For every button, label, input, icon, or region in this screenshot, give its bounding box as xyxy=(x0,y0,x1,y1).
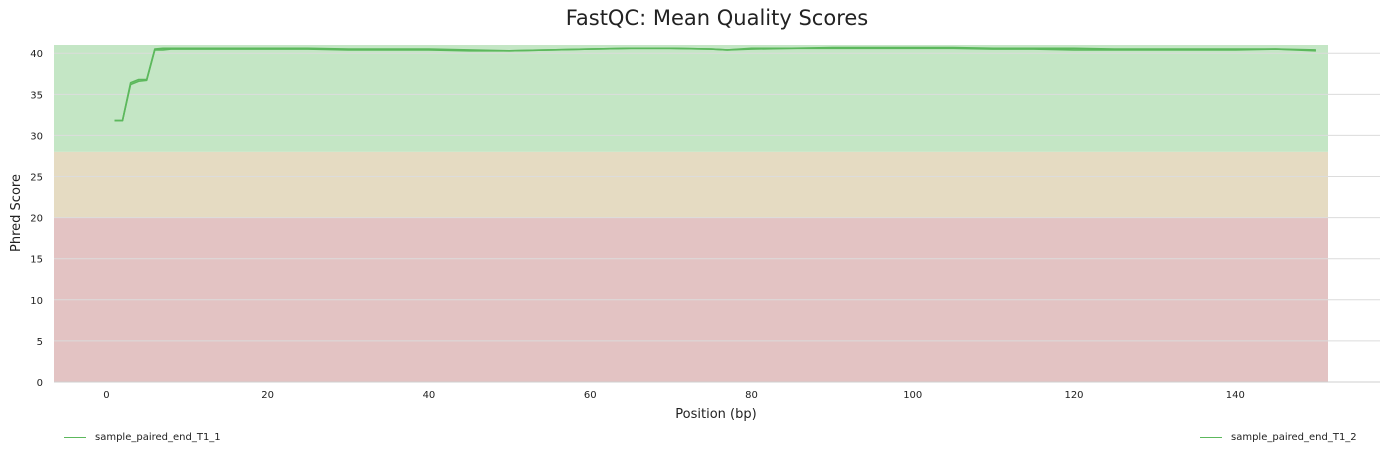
y-tick-label: 10 xyxy=(30,296,43,307)
y-tick-label: 40 xyxy=(30,49,43,60)
x-tick-label: 40 xyxy=(423,390,436,401)
x-tick-labels: 0 20 40 60 80 100 120 140 xyxy=(103,390,1245,401)
quality-band-2 xyxy=(54,45,1328,152)
legend-swatch xyxy=(1200,437,1222,438)
x-tick-label: 0 xyxy=(103,390,109,401)
series-lines xyxy=(114,46,1316,122)
grid-lines xyxy=(54,52,1380,383)
y-tick-label: 0 xyxy=(37,378,43,389)
legend-swatch xyxy=(64,437,86,438)
y-tick-label: 25 xyxy=(30,173,43,184)
quality-band-1 xyxy=(54,151,1328,218)
x-tick-label: 80 xyxy=(745,390,758,401)
legend-item-series-1[interactable]: sample_paired_end_T1_1 xyxy=(64,432,221,443)
y-tick-label: 5 xyxy=(37,337,43,348)
x-tick-label: 60 xyxy=(584,390,597,401)
y-tick-label: 30 xyxy=(30,131,43,142)
quality-bands xyxy=(54,45,1328,382)
y-tick-label: 35 xyxy=(30,90,43,101)
legend-item-series-2[interactable]: sample_paired_end_T1_2 xyxy=(1200,432,1357,443)
y-tick-label: 15 xyxy=(30,255,43,266)
y-tick-label: 20 xyxy=(30,214,43,225)
legend-label: sample_paired_end_T1_2 xyxy=(1231,432,1357,443)
x-tick-label: 100 xyxy=(903,390,922,401)
x-tick-label: 120 xyxy=(1064,390,1083,401)
x-tick-label: 20 xyxy=(261,390,274,401)
y-axis-label: Phred Score xyxy=(9,174,24,252)
x-axis-label: Position (bp) xyxy=(675,407,756,422)
series-line-2[interactable] xyxy=(114,46,1316,122)
y-tick-labels: 0 5 10 15 20 25 30 35 40 xyxy=(30,49,43,389)
chart-title: FastQC: Mean Quality Scores xyxy=(565,6,869,30)
x-tick-label: 140 xyxy=(1226,390,1245,401)
legend-label: sample_paired_end_T1_1 xyxy=(95,432,221,443)
